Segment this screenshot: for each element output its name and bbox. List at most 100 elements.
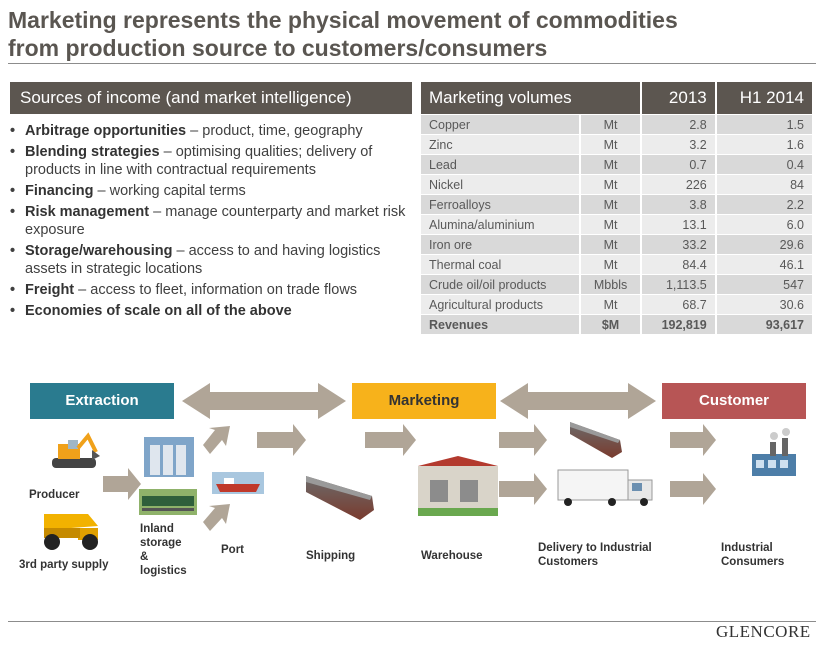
label-port: Port xyxy=(221,544,244,556)
page-title: Marketing represents the physical moveme… xyxy=(8,6,823,62)
bullet-financing: Financing – working capital terms xyxy=(10,182,412,200)
cell-unit: Mt xyxy=(579,234,641,255)
table-row: Copper Mt 2.8 1.5 xyxy=(421,114,812,135)
cell-h12014: 547 xyxy=(714,274,812,295)
cell-y2013: 68.7 xyxy=(639,294,716,315)
cell-y2013: 84.4 xyxy=(639,254,716,275)
title-divider xyxy=(8,63,816,64)
cell-name: Zinc xyxy=(421,134,581,155)
revenues-row: Revenues $M 192,819 93,617 xyxy=(421,314,812,334)
table-row: Ferroalloys Mt 3.8 2.2 xyxy=(421,194,812,215)
cell-h12014: 30.6 xyxy=(714,294,812,315)
cell-h12014: 1.6 xyxy=(714,134,812,155)
excavator-icon xyxy=(52,432,100,468)
table-header-row: Marketing volumes 2013 H1 2014 xyxy=(421,82,812,115)
arrow-to-customer-lower xyxy=(670,473,716,505)
stage-customer: Customer xyxy=(662,383,806,419)
cell-name: Crude oil/oil products xyxy=(421,274,581,295)
double-arrow-marketing-customer xyxy=(500,383,656,419)
marketing-volumes-table: Marketing volumes 2013 H1 2014 Copper Mt 2… xyxy=(421,82,812,334)
bullet-storage: Storage/warehousing – access to and havi… xyxy=(10,242,412,278)
cell-unit: Mt xyxy=(579,194,641,215)
table-row: Nickel Mt 226 84 xyxy=(421,174,812,195)
cell-h12014: 1.5 xyxy=(714,114,812,135)
arrow-inland-port-upper xyxy=(203,426,230,454)
cell-y2013: 3.8 xyxy=(639,194,716,215)
stage-extraction: Extraction xyxy=(30,383,174,419)
cell-y2013: 3.2 xyxy=(639,134,716,155)
cell-h12014: 29.6 xyxy=(714,234,812,255)
cell-y2013: 226 xyxy=(639,174,716,195)
cell-h12014: 84 xyxy=(714,174,812,195)
arrow-to-customer-upper xyxy=(670,424,716,456)
cell-name: Ferroalloys xyxy=(421,194,581,215)
income-bullet-list: Arbitrage opportunities – product, time,… xyxy=(10,122,412,323)
small-tanker-ship-icon xyxy=(570,422,622,458)
cell-unit: Mt xyxy=(579,174,641,195)
cell-unit: Mt xyxy=(579,294,641,315)
double-arrow-extraction-marketing xyxy=(182,383,346,419)
cell-name: Copper xyxy=(421,114,581,135)
cell-name: Lead xyxy=(421,154,581,175)
silos-icon xyxy=(144,437,194,477)
cell-unit: Mt xyxy=(579,254,641,275)
cell-y2013: 33.2 xyxy=(639,234,716,255)
stage-marketing: Marketing xyxy=(352,383,496,419)
glencore-logo: GLENCORE xyxy=(716,622,811,641)
cell-name: Alumina/aluminium xyxy=(421,214,581,235)
factory-icon xyxy=(752,428,796,476)
cell-h12014: 93,617 xyxy=(714,314,812,334)
bullet-freight: Freight – access to fleet, information o… xyxy=(10,281,412,299)
cell-unit: $M xyxy=(579,314,641,334)
arrow-to-shipping xyxy=(257,424,306,456)
port-icon xyxy=(212,472,264,494)
income-section-header: Sources of income (and market intelligen… xyxy=(10,82,412,114)
label-delivery-industrial: Delivery to Industrial Customers xyxy=(538,542,652,568)
table-row: Crude oil/oil products Mbbls 1,113.5 547 xyxy=(421,274,812,295)
arrow-to-delivery-lower xyxy=(499,473,547,505)
value-chain-diagram xyxy=(44,383,796,550)
table-row: Lead Mt 0.7 0.4 xyxy=(421,154,812,175)
bullet-economies-of-scale: Economies of scale on all of the above xyxy=(10,302,412,320)
cell-name: Nickel xyxy=(421,174,581,195)
volumes-header: Marketing volumes xyxy=(421,82,641,115)
cell-unit: Mt xyxy=(579,114,641,135)
dump-truck-icon xyxy=(44,514,98,550)
label-third-party-supply: 3rd party supply xyxy=(19,559,109,571)
label-shipping: Shipping xyxy=(306,550,356,562)
delivery-truck-icon xyxy=(557,469,653,506)
cell-h12014: 46.1 xyxy=(714,254,812,275)
cell-unit: Mt xyxy=(579,154,641,175)
arrow-to-warehouse xyxy=(365,424,416,456)
table-row: Thermal coal Mt 84.4 46.1 xyxy=(421,254,812,275)
cell-unit: Mt xyxy=(579,134,641,155)
cell-y2013: 0.7 xyxy=(639,154,716,175)
cell-h12014: 0.4 xyxy=(714,154,812,175)
arrow-inland-port-lower xyxy=(203,504,230,531)
flow-arrows xyxy=(103,424,716,531)
table-row: Iron ore Mt 33.2 29.6 xyxy=(421,234,812,255)
cell-y2013: 13.1 xyxy=(639,214,716,235)
cell-name: Agricultural products xyxy=(421,294,581,315)
title-line-2: from production source to customers/cons… xyxy=(8,35,548,61)
arrow-producer-inland xyxy=(103,468,141,500)
bullet-arbitrage: Arbitrage opportunities – product, time,… xyxy=(10,122,412,140)
col-h1-2014: H1 2014 xyxy=(714,82,812,115)
cell-name: Iron ore xyxy=(421,234,581,255)
tanker-ship-icon xyxy=(306,476,374,520)
footer-divider xyxy=(8,621,816,622)
cell-name: Revenues xyxy=(421,314,581,334)
table-row: Alumina/aluminium Mt 13.1 6.0 xyxy=(421,214,812,235)
cell-y2013: 192,819 xyxy=(639,314,716,334)
volumes-body: Copper Mt 2.8 1.5 Zinc Mt 3.2 1.6 Lead Mt 0.7 0.4 Ni… xyxy=(421,114,812,334)
title-line-1: Marketing represents the physical moveme… xyxy=(8,7,678,33)
cell-h12014: 6.0 xyxy=(714,214,812,235)
table-row: Agricultural products Mt 68.7 30.6 xyxy=(421,294,812,315)
cell-unit: Mt xyxy=(579,214,641,235)
bullet-blending: Blending strategies – optimising qualiti… xyxy=(10,143,412,179)
cell-y2013: 1,113.5 xyxy=(639,274,716,295)
col-2013: 2013 xyxy=(639,82,716,115)
table-row: Zinc Mt 3.2 1.6 xyxy=(421,134,812,155)
bullet-risk-management: Risk management – manage counterparty an… xyxy=(10,203,412,239)
label-producer: Producer xyxy=(29,489,80,501)
